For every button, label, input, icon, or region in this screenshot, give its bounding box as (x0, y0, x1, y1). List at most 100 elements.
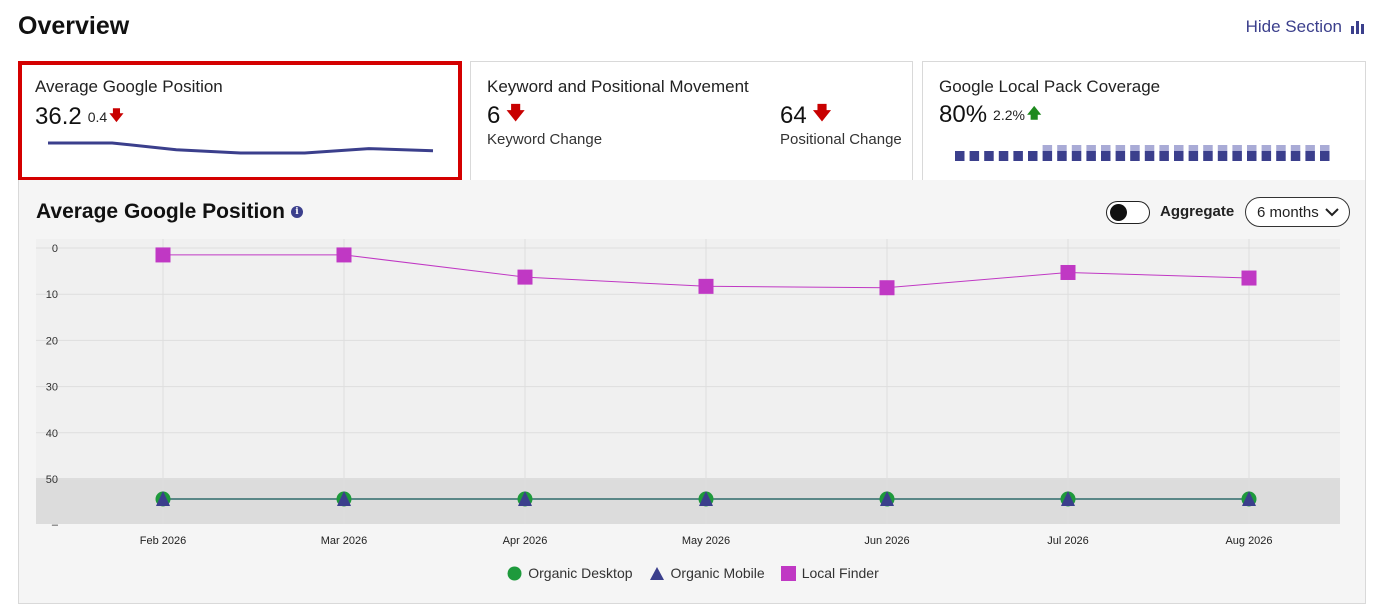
pack-bar (1013, 151, 1023, 161)
y-tick-label: – (52, 519, 59, 531)
pack-bar-cap (1115, 145, 1126, 151)
local-finder-point (698, 278, 714, 294)
chart-panel: Average Google Position i Aggregate 6 mo… (18, 180, 1366, 604)
x-tick-label: May 2026 (682, 535, 730, 547)
organic-mobile-point (337, 491, 351, 506)
pack-bar-cap (1232, 145, 1242, 151)
info-icon[interactable]: i (290, 206, 303, 218)
pack-bar (1203, 151, 1213, 161)
range-select-value: 6 months (1257, 203, 1319, 221)
avg-position-title: Average Google Position (35, 77, 223, 96)
pack-bar (1159, 151, 1169, 161)
pack-bar (955, 151, 965, 161)
avg-position-delta: 0.4 (87, 109, 108, 125)
keyword-change-label: Keyword Change (487, 131, 603, 148)
pack-bar-cap (1071, 145, 1082, 151)
local-finder-point (879, 280, 895, 296)
avg-position-sparkline (48, 141, 434, 155)
organic-mobile-point (699, 491, 713, 506)
legend-label: Local Finder (801, 565, 879, 581)
sparkline-line (48, 141, 434, 155)
pack-bar-cap (1101, 145, 1111, 151)
no-rank-band (36, 478, 1340, 524)
pack-bar (1115, 151, 1126, 161)
pack-bar (1174, 151, 1184, 161)
x-tick-label: Jun 2026 (864, 535, 909, 547)
pack-bar-cap (1159, 145, 1169, 151)
y-tick-label: 10 (46, 289, 58, 301)
avg-position-metric: 36.2 0.4 🡇 (35, 103, 124, 131)
keyword-metric: 6 🡇 (487, 101, 525, 131)
pack-bar-cap (1276, 145, 1286, 151)
local-finder-point (336, 247, 352, 263)
aggregate-label: Aggregate (1160, 203, 1235, 220)
arrow-up-icon: 🡅 (1026, 105, 1042, 121)
x-tick-label: Jul 2026 (1047, 535, 1089, 547)
y-tick-label: 0 (52, 243, 58, 255)
y-tick-label: 30 (46, 382, 58, 394)
hide-section-label: Hide Section (1245, 17, 1342, 36)
pack-bar (1086, 151, 1096, 161)
local-finder-point (1060, 264, 1076, 280)
pack-bar (998, 151, 1009, 161)
legend-local-finder[interactable]: Local Finder (780, 565, 879, 581)
local-pack-delta: 2.2% (993, 107, 1025, 123)
bar-chart-icon (1351, 20, 1364, 34)
chart-legend: Organic Desktop Organic Mobile Local Fin… (19, 565, 1367, 581)
organic-mobile-point (156, 491, 170, 506)
pack-bar (1276, 151, 1286, 161)
circle-marker-icon (507, 566, 522, 580)
pack-bar (1101, 151, 1111, 161)
hide-section-button[interactable]: Hide Section (1246, 17, 1365, 37)
range-select[interactable]: 6 months (1245, 197, 1350, 227)
chart-title: Average Google Position i (36, 200, 303, 224)
organic-mobile-point (1242, 491, 1256, 506)
pack-bar-cap (1130, 145, 1140, 151)
pack-bar-cap (1247, 145, 1257, 151)
legend-label: Organic Desktop (528, 565, 633, 581)
local-pack-card[interactable]: Google Local Pack Coverage 80% 2.2% 🡅 (922, 61, 1366, 181)
pack-bar (1261, 151, 1272, 161)
plot-area (36, 239, 1340, 524)
pack-bar-cap (1290, 145, 1301, 151)
legend-organic-desktop[interactable]: Organic Desktop (507, 565, 633, 581)
legend-label: Organic Mobile (670, 565, 765, 581)
local-pack-value: 80% (939, 101, 988, 128)
pack-bar-cap (1144, 145, 1155, 151)
legend-organic-mobile[interactable]: Organic Mobile (649, 565, 765, 581)
pack-bar (1290, 151, 1301, 161)
chevron-down-icon (1324, 207, 1339, 216)
page-title: Overview (18, 12, 130, 40)
organic-mobile-point (518, 491, 532, 506)
x-tick-label: Mar 2026 (321, 535, 367, 547)
chart-title-text: Average Google Position (36, 200, 285, 223)
pack-bar (1232, 151, 1242, 161)
local-finder-point (517, 269, 533, 285)
pack-bar (1057, 151, 1067, 161)
avg-position-card[interactable]: Average Google Position 36.2 0.4 🡇 (18, 61, 462, 181)
pack-bar (984, 151, 994, 161)
arrow-down-icon: 🡇 (506, 103, 525, 123)
pack-bar-cap (1188, 145, 1199, 151)
local-pack-title: Google Local Pack Coverage (939, 77, 1161, 96)
pack-bar-cap (1174, 145, 1184, 151)
pack-bar-cap (1042, 145, 1053, 151)
triangle-marker-icon (649, 566, 664, 580)
avg-position-value: 36.2 (35, 103, 82, 130)
pack-bar-cap (1261, 145, 1272, 151)
y-tick-label: 20 (46, 335, 58, 347)
pack-bar (1320, 151, 1330, 161)
x-tick-label: Aug 2026 (1225, 535, 1272, 547)
pack-bar (1217, 151, 1228, 161)
local-finder-point (1241, 270, 1257, 286)
local-pack-metric: 80% 2.2% 🡅 (939, 101, 1041, 129)
pack-bar-cap (1057, 145, 1067, 151)
metric-cards: Average Google Position 36.2 0.4 🡇 Keywo… (18, 61, 1366, 181)
pack-bar-cap (1305, 145, 1315, 151)
aggregate-toggle[interactable] (1106, 201, 1150, 224)
movement-card[interactable]: Keyword and Positional Movement 6 🡇 Keyw… (470, 61, 913, 181)
pack-bar (1247, 151, 1257, 161)
y-tick-label: 50 (46, 474, 58, 486)
pack-bar (1028, 151, 1038, 161)
pack-bar (1305, 151, 1315, 161)
